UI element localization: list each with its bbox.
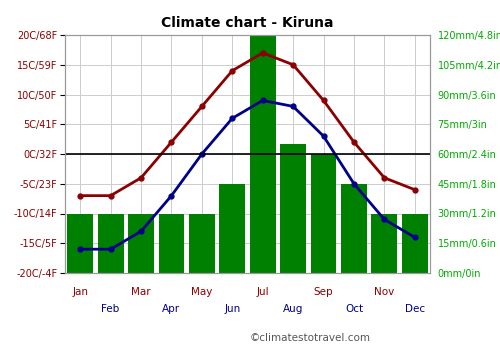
Bar bbox=[372, 214, 398, 273]
Bar bbox=[280, 144, 306, 273]
Bar bbox=[68, 214, 93, 273]
Text: Jan: Jan bbox=[72, 287, 88, 297]
Text: ©climatestotravel.com: ©climatestotravel.com bbox=[250, 333, 371, 343]
Bar bbox=[341, 184, 367, 273]
Bar bbox=[158, 214, 184, 273]
Title: Climate chart - Kiruna: Climate chart - Kiruna bbox=[161, 16, 334, 30]
Bar bbox=[128, 214, 154, 273]
Text: Feb: Feb bbox=[102, 304, 120, 315]
Text: May: May bbox=[191, 287, 212, 297]
Bar bbox=[310, 154, 336, 273]
Bar bbox=[98, 214, 124, 273]
Bar bbox=[250, 35, 276, 273]
Text: Sep: Sep bbox=[314, 287, 334, 297]
Bar bbox=[189, 214, 215, 273]
Text: Aug: Aug bbox=[283, 304, 304, 315]
Text: Jul: Jul bbox=[256, 287, 269, 297]
Text: Oct: Oct bbox=[345, 304, 363, 315]
Text: Dec: Dec bbox=[404, 304, 425, 315]
Text: Apr: Apr bbox=[162, 304, 180, 315]
Text: Jun: Jun bbox=[224, 304, 240, 315]
Bar bbox=[220, 184, 245, 273]
Bar bbox=[402, 214, 427, 273]
Text: Mar: Mar bbox=[131, 287, 151, 297]
Text: Nov: Nov bbox=[374, 287, 394, 297]
